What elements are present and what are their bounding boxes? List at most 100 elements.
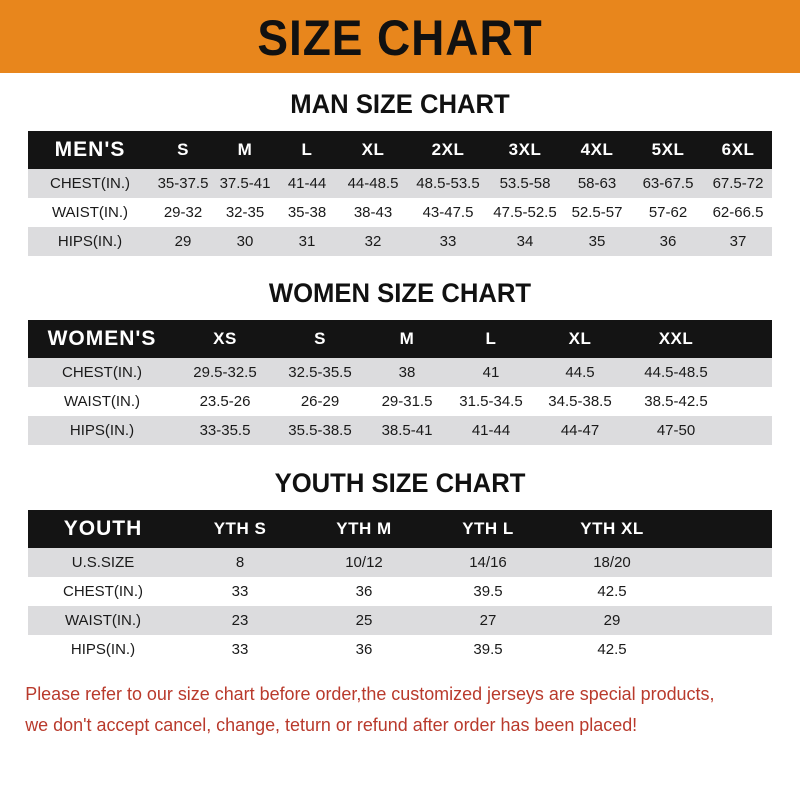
women-cell-0-2: 38	[366, 358, 448, 387]
disclaimer-note: Please refer to our size chart before or…	[0, 678, 776, 740]
man-cell-1-1: 32-35	[214, 198, 276, 227]
youth-cell-spacer	[674, 577, 772, 606]
youth-header-spacer	[674, 510, 772, 548]
man-size-header-3: XL	[338, 131, 408, 169]
youth-size-table: YOUTH YTH S YTH M YTH L YTH XL U.S.SIZE 8 10/12…	[28, 510, 772, 664]
women-table-wrap: WOMEN'S XS S M L XL XXL CHEST(IN.) 29.5-32.5 32.5…	[28, 320, 772, 445]
table-row: WAIST(IN.) 23.5-26 26-29 29-31.5 31.5-34.5 34…	[28, 387, 772, 416]
women-header-spacer	[726, 320, 772, 358]
man-header-row: MEN'S S M L XL 2XL 3XL 4XL 5XL 6XL	[28, 131, 772, 169]
women-size-header-0: XS	[176, 320, 274, 358]
youth-header-label: YOUTH	[28, 510, 178, 548]
man-cell-1-0: 29-32	[152, 198, 214, 227]
women-cell-0-1: 32.5-35.5	[274, 358, 366, 387]
women-cell-1-5: 38.5-42.5	[626, 387, 726, 416]
women-size-header-5: XXL	[626, 320, 726, 358]
youth-row-label-2: WAIST(IN.)	[28, 606, 178, 635]
man-table-wrap: MEN'S S M L XL 2XL 3XL 4XL 5XL 6XL CHEST(IN.) 35-37…	[28, 131, 772, 256]
table-row: WAIST(IN.) 29-32 32-35 35-38 38-43 43-47.5 47.…	[28, 198, 772, 227]
women-cell-2-1: 35.5-38.5	[274, 416, 366, 445]
man-cell-2-8: 37	[704, 227, 772, 256]
women-cell-0-4: 44.5	[534, 358, 626, 387]
man-row-label-1: WAIST(IN.)	[28, 198, 152, 227]
man-cell-2-5: 34	[488, 227, 562, 256]
man-cell-0-2: 41-44	[276, 169, 338, 198]
man-cell-2-6: 35	[562, 227, 632, 256]
women-cell-2-0: 33-35.5	[176, 416, 274, 445]
man-cell-0-3: 44-48.5	[338, 169, 408, 198]
women-cell-1-0: 23.5-26	[176, 387, 274, 416]
man-size-header-6: 4XL	[562, 131, 632, 169]
man-cell-2-7: 36	[632, 227, 704, 256]
table-row: HIPS(IN.) 33-35.5 35.5-38.5 38.5-41 41-44 44-…	[28, 416, 772, 445]
man-section-title: MAN SIZE CHART	[290, 89, 510, 119]
man-cell-2-3: 32	[338, 227, 408, 256]
women-cell-0-5: 44.5-48.5	[626, 358, 726, 387]
women-cell-1-3: 31.5-34.5	[448, 387, 534, 416]
youth-cell-2-1: 25	[302, 606, 426, 635]
youth-cell-2-0: 23	[178, 606, 302, 635]
youth-cell-2-3: 29	[550, 606, 674, 635]
man-size-header-7: 5XL	[632, 131, 704, 169]
youth-row-label-1: CHEST(IN.)	[28, 577, 178, 606]
women-row-label-1: WAIST(IN.)	[28, 387, 176, 416]
table-row: HIPS(IN.) 33 36 39.5 42.5	[28, 635, 772, 664]
women-section-title: WOMEN SIZE CHART	[268, 278, 532, 308]
man-cell-0-0: 35-37.5	[152, 169, 214, 198]
man-row-label-2: HIPS(IN.)	[28, 227, 152, 256]
man-cell-0-8: 67.5-72	[704, 169, 772, 198]
man-cell-2-1: 30	[214, 227, 276, 256]
youth-table-wrap: YOUTH YTH S YTH M YTH L YTH XL U.S.SIZE 8 10/12…	[28, 510, 772, 664]
man-cell-0-4: 48.5-53.5	[408, 169, 488, 198]
man-row-label-0: CHEST(IN.)	[28, 169, 152, 198]
women-cell-spacer	[726, 387, 772, 416]
man-cell-0-1: 37.5-41	[214, 169, 276, 198]
disclaimer-line-1: Please refer to our size chart before or…	[25, 683, 715, 704]
youth-cell-1-1: 36	[302, 577, 426, 606]
youth-cell-0-3: 18/20	[550, 548, 674, 577]
youth-cell-3-2: 39.5	[426, 635, 550, 664]
banner-title: SIZE CHART	[257, 9, 543, 66]
women-cell-1-2: 29-31.5	[366, 387, 448, 416]
women-cell-2-5: 47-50	[626, 416, 726, 445]
youth-cell-2-2: 27	[426, 606, 550, 635]
man-cell-0-6: 58-63	[562, 169, 632, 198]
women-row-label-0: CHEST(IN.)	[28, 358, 176, 387]
youth-size-header-1: YTH M	[302, 510, 426, 548]
youth-cell-0-1: 10/12	[302, 548, 426, 577]
man-cell-2-2: 31	[276, 227, 338, 256]
man-cell-0-5: 53.5-58	[488, 169, 562, 198]
man-cell-2-0: 29	[152, 227, 214, 256]
man-cell-1-2: 35-38	[276, 198, 338, 227]
women-size-header-2: M	[366, 320, 448, 358]
women-cell-spacer	[726, 358, 772, 387]
youth-cell-3-1: 36	[302, 635, 426, 664]
youth-size-header-0: YTH S	[178, 510, 302, 548]
youth-row-label-0: U.S.SIZE	[28, 548, 178, 577]
women-cell-0-0: 29.5-32.5	[176, 358, 274, 387]
youth-cell-spacer	[674, 606, 772, 635]
banner: SIZE CHART	[0, 0, 800, 73]
youth-size-header-3: YTH XL	[550, 510, 674, 548]
youth-cell-spacer	[674, 635, 772, 664]
youth-cell-spacer	[674, 548, 772, 577]
youth-cell-0-2: 14/16	[426, 548, 550, 577]
man-cell-2-4: 33	[408, 227, 488, 256]
women-cell-0-3: 41	[448, 358, 534, 387]
man-cell-1-7: 57-62	[632, 198, 704, 227]
women-header-row: WOMEN'S XS S M L XL XXL	[28, 320, 772, 358]
man-cell-1-3: 38-43	[338, 198, 408, 227]
man-cell-1-4: 43-47.5	[408, 198, 488, 227]
women-header-label: WOMEN'S	[28, 320, 176, 358]
table-row: CHEST(IN.) 35-37.5 37.5-41 41-44 44-48.5 48.5…	[28, 169, 772, 198]
women-size-header-3: L	[448, 320, 534, 358]
women-size-header-1: S	[274, 320, 366, 358]
youth-row-label-3: HIPS(IN.)	[28, 635, 178, 664]
women-size-table: WOMEN'S XS S M L XL XXL CHEST(IN.) 29.5-32.5 32.5…	[28, 320, 772, 445]
table-row: U.S.SIZE 8 10/12 14/16 18/20	[28, 548, 772, 577]
man-cell-1-5: 47.5-52.5	[488, 198, 562, 227]
man-size-table: MEN'S S M L XL 2XL 3XL 4XL 5XL 6XL CHEST(IN.) 35-37…	[28, 131, 772, 256]
women-cell-spacer	[726, 416, 772, 445]
women-cell-1-4: 34.5-38.5	[534, 387, 626, 416]
man-cell-1-8: 62-66.5	[704, 198, 772, 227]
